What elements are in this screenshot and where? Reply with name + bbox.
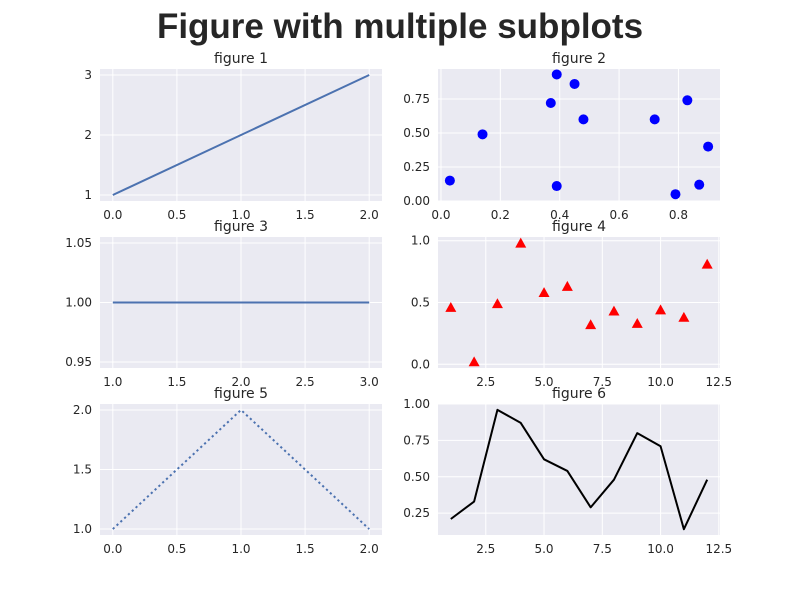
data-point-4 <box>445 301 457 312</box>
y-tick-label-5: 2.0 <box>73 403 92 417</box>
data-point-4 <box>491 298 503 309</box>
subplot-title-1: figure 1 <box>214 51 268 67</box>
y-tick-label-3: 1.05 <box>65 236 92 250</box>
data-point-2 <box>578 114 589 125</box>
x-tick-label-3: 1.5 <box>167 375 186 389</box>
y-tick-label-5: 1.5 <box>73 463 92 477</box>
x-tick-label-1: 0.0 <box>103 208 122 222</box>
x-tick-label-6: 7.5 <box>593 542 612 556</box>
y-tick-label-6: 0.50 <box>403 470 430 484</box>
series-line-5 <box>112 408 370 530</box>
data-point-2 <box>477 129 488 140</box>
data-point-2 <box>545 98 556 109</box>
y-tick-label-4: 1.0 <box>411 234 430 248</box>
subplot-3: 1.0 1.5 2.0 2.5 3.0 0.95 1.00 1.05 figure 3 <box>65 219 382 389</box>
x-tick-label-3: 1.0 <box>103 375 122 389</box>
data-point-2 <box>569 78 580 89</box>
data-point-2 <box>551 181 562 192</box>
data-point-2 <box>670 189 681 200</box>
data-point-2 <box>682 95 693 106</box>
data-point-4 <box>561 280 573 291</box>
y-tick-label-4: 0.0 <box>411 357 430 371</box>
x-tick-label-1: 1.5 <box>296 208 315 222</box>
subplot-title-2: figure 2 <box>552 51 606 67</box>
data-point-4 <box>515 237 527 248</box>
x-tick-label-5: 0.0 <box>103 542 122 556</box>
x-tick-label-2: 0.8 <box>669 208 688 222</box>
x-tick-label-4: 2.5 <box>476 375 495 389</box>
x-tick-label-3: 3.0 <box>360 375 379 389</box>
y-tick-label-5: 1.0 <box>73 522 92 536</box>
y-tick-label-1: 3 <box>84 68 92 82</box>
data-point-2 <box>649 114 660 125</box>
x-tick-label-5: 2.0 <box>360 542 379 556</box>
x-tick-label-4: 10.0 <box>647 375 674 389</box>
series-line-1 <box>112 74 370 196</box>
x-tick-label-6: 2.5 <box>476 542 495 556</box>
subplot-title-6: figure 6 <box>552 386 606 402</box>
x-tick-label-4: 7.5 <box>593 375 612 389</box>
figure-title: Figure with multiple subplots <box>157 7 643 46</box>
x-tick-label-4: 5.0 <box>534 375 553 389</box>
data-point-4 <box>701 258 713 269</box>
y-tick-label-6: 0.25 <box>403 506 430 520</box>
x-tick-label-2: 0.6 <box>610 208 629 222</box>
x-tick-label-6: 10.0 <box>647 542 674 556</box>
subplot-2: 0.0 0.2 0.4 0.6 0.8 0.00 0.25 0.50 0.75 figure 2 <box>403 51 720 222</box>
data-point-2 <box>694 179 705 190</box>
y-tick-label-2: 0.75 <box>403 92 430 106</box>
x-tick-label-2: 0.4 <box>550 208 569 222</box>
y-tick-label-3: 1.00 <box>65 296 92 310</box>
y-tick-label-4: 0.5 <box>411 296 430 310</box>
y-tick-label-3: 0.95 <box>65 355 92 369</box>
y-tick-label-6: 1.00 <box>403 397 430 411</box>
data-point-4 <box>678 311 690 322</box>
y-tick-label-2: 0.25 <box>403 160 430 174</box>
y-tick-label-1: 1 <box>84 188 92 202</box>
subplot-6: 2.5 5.0 7.5 10.0 12.5 0.25 0.50 0.75 1.00 figure … <box>403 386 732 556</box>
data-point-4 <box>538 287 550 298</box>
x-tick-label-5: 0.5 <box>167 542 186 556</box>
x-tick-label-5: 1.0 <box>231 542 250 556</box>
y-tick-label-2: 0.50 <box>403 126 430 140</box>
x-tick-label-6: 5.0 <box>534 542 553 556</box>
y-tick-label-6: 0.75 <box>403 433 430 447</box>
x-tick-label-3: 2.5 <box>296 375 315 389</box>
subplot-1: 0.0 0.5 1.0 1.5 2.0 1 2 3 figure 1 <box>84 51 382 222</box>
x-tick-label-2: 0.2 <box>491 208 510 222</box>
subplot-5: 0.0 0.5 1.0 1.5 2.0 1.0 1.5 2.0 figure 5 <box>73 386 382 556</box>
subplot-title-3: figure 3 <box>214 219 268 235</box>
x-tick-label-6: 12.5 <box>705 542 732 556</box>
data-point-2 <box>551 69 562 80</box>
data-point-4 <box>655 304 667 315</box>
x-tick-label-5: 1.5 <box>296 542 315 556</box>
data-point-4 <box>468 356 480 367</box>
subplot-title-4: figure 4 <box>552 219 606 235</box>
data-point-4 <box>608 305 620 316</box>
y-tick-label-2: 0.00 <box>403 194 430 208</box>
data-point-4 <box>585 319 597 330</box>
series-line-6 <box>450 408 709 531</box>
data-point-2 <box>444 175 455 186</box>
x-tick-label-1: 1.0 <box>231 208 250 222</box>
data-point-2 <box>703 141 714 152</box>
x-tick-label-2: 0.0 <box>431 208 450 222</box>
x-tick-label-1: 2.0 <box>360 208 379 222</box>
subplot-4: 2.5 5.0 7.5 10.0 12.5 0.0 0.5 1.0 figure 4 <box>411 219 732 389</box>
subplot-title-5: figure 5 <box>214 386 268 402</box>
data-point-4 <box>631 318 643 328</box>
x-tick-label-1: 0.5 <box>167 208 186 222</box>
y-tick-label-1: 2 <box>84 128 92 142</box>
x-tick-label-3: 2.0 <box>231 375 250 389</box>
plot-area-6 <box>438 404 720 535</box>
x-tick-label-4: 12.5 <box>705 375 732 389</box>
